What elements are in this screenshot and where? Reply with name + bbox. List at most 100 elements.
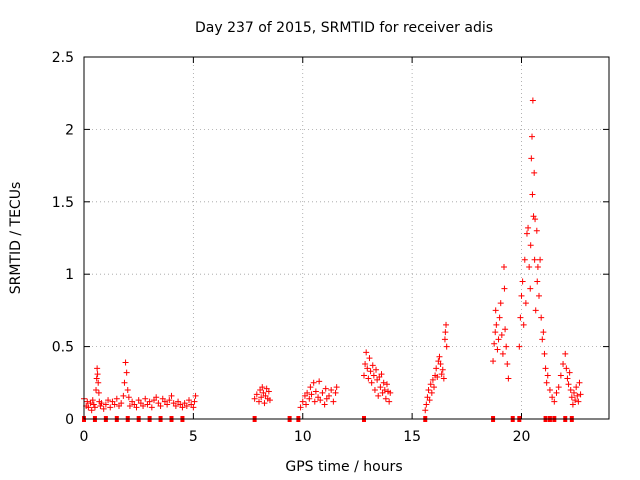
data-point — [84, 398, 91, 405]
data-point — [442, 329, 449, 336]
data-point — [546, 387, 553, 394]
data-point — [157, 402, 164, 409]
data-point — [490, 358, 497, 365]
data-point — [368, 379, 375, 386]
data-point — [89, 397, 96, 404]
data-point — [551, 398, 558, 405]
data-point — [520, 321, 527, 328]
data-point — [527, 285, 534, 292]
data-point — [503, 343, 510, 350]
data-point — [518, 292, 525, 299]
data-point — [105, 397, 112, 404]
data-point — [523, 230, 530, 237]
data-point — [562, 350, 569, 357]
data-point — [569, 401, 576, 408]
data-point — [308, 391, 315, 398]
axis-ticks: 0 5 10 15 20 0 0.5 1 1.5 2 2.5 — [52, 50, 609, 445]
data-point — [377, 384, 384, 391]
data-point — [371, 387, 378, 394]
data-point — [124, 387, 131, 394]
data-point — [186, 397, 192, 404]
data-point — [438, 371, 445, 378]
data-point — [576, 379, 583, 386]
data-point — [531, 256, 538, 263]
data-point — [423, 401, 430, 408]
data-point — [126, 402, 133, 409]
data-point — [256, 398, 262, 405]
data-point — [534, 278, 541, 285]
data-point — [504, 360, 511, 367]
data-point — [332, 389, 339, 396]
data-point — [148, 404, 155, 411]
x-tick-label: 0 — [80, 429, 89, 445]
data-point — [505, 375, 512, 382]
data-point — [528, 155, 535, 162]
data-point — [307, 384, 314, 391]
data-point — [425, 387, 432, 394]
data-point — [422, 407, 429, 414]
data-point — [564, 375, 571, 382]
data-point — [565, 381, 572, 388]
data-point — [443, 321, 450, 328]
data-point — [573, 384, 580, 391]
data-point — [265, 388, 272, 395]
data-point — [192, 392, 199, 399]
data-point — [297, 404, 304, 411]
data-point — [317, 397, 324, 404]
data-point — [440, 375, 447, 382]
data-point — [526, 263, 533, 270]
data-point — [517, 314, 524, 321]
data-point — [183, 402, 190, 409]
data-point — [434, 374, 441, 381]
x-tick-label: 15 — [403, 429, 421, 445]
data-point — [525, 224, 532, 231]
data-point — [299, 398, 306, 405]
data-point — [577, 391, 584, 398]
data-point — [363, 349, 370, 356]
data-point — [519, 278, 526, 285]
data-point — [91, 404, 98, 411]
data-point — [85, 404, 92, 411]
data-point — [575, 398, 582, 405]
data-point — [543, 379, 550, 386]
data-point — [378, 371, 385, 378]
x-tick-label: 20 — [513, 429, 531, 445]
data-point — [312, 388, 319, 395]
data-point — [493, 321, 500, 328]
data-point — [536, 292, 542, 299]
y-tick-label: 2.5 — [52, 50, 74, 66]
data-point — [172, 402, 179, 409]
data-point — [557, 372, 564, 379]
data-point — [118, 400, 125, 407]
data-point — [367, 368, 374, 375]
data-point — [529, 133, 535, 140]
data-point — [549, 394, 556, 401]
data-point — [98, 400, 105, 407]
data-point — [258, 394, 265, 401]
data-point — [502, 326, 509, 333]
data-point — [251, 395, 258, 402]
data-point — [102, 401, 109, 408]
data-point — [142, 395, 149, 402]
data-point — [93, 375, 100, 382]
data-point — [553, 389, 560, 396]
data-point — [261, 400, 268, 407]
data-point — [330, 398, 337, 405]
data-point — [164, 401, 171, 408]
data-point — [497, 300, 504, 307]
data-point — [494, 346, 501, 353]
data-point — [88, 407, 95, 414]
data-point — [370, 372, 377, 379]
data-point — [498, 332, 505, 339]
data-point — [537, 256, 544, 263]
data-point — [381, 387, 388, 394]
data-point — [125, 394, 132, 401]
data-point — [311, 398, 318, 405]
data-point — [328, 387, 335, 394]
data-point — [383, 381, 390, 388]
data-point — [326, 392, 332, 399]
data-point — [321, 401, 328, 408]
data-point — [380, 379, 387, 386]
data-point — [386, 398, 393, 405]
data-point — [107, 404, 114, 411]
